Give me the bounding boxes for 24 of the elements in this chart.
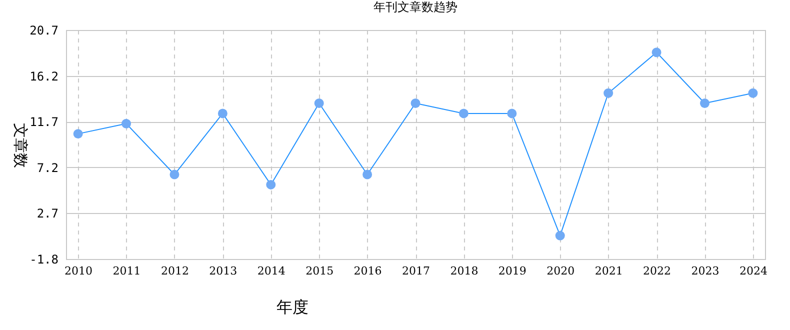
x-tick-label: 2024	[739, 264, 768, 278]
x-axis-title: 年度	[276, 298, 308, 316]
y-tick-label: 16.2	[30, 69, 58, 84]
y-axis-title: 文章数	[12, 123, 30, 168]
x-tick-label: 2020	[546, 264, 575, 278]
x-tick-label: 2016	[354, 264, 382, 278]
x-tick-label: 2017	[402, 264, 430, 278]
x-tick-label: 2019	[498, 264, 526, 278]
y-tick-label: 7.2	[36, 160, 58, 175]
x-tick-label: 2015	[306, 264, 334, 278]
x-tick-label: 2013	[209, 264, 238, 278]
x-tick-label: 2018	[450, 264, 478, 278]
y-tick-label: 20.7	[30, 24, 58, 38]
x-tick-label: 2012	[160, 264, 189, 278]
x-tick-label: 2011	[112, 264, 141, 278]
x-tick-label: 2010	[64, 264, 93, 278]
x-tick-label: 2023	[691, 264, 720, 278]
y-tick-label: 2.7	[36, 206, 58, 221]
x-tick-label: 2014	[257, 264, 286, 278]
y-tick-label: -1.8	[30, 252, 58, 266]
y-tick-label: 11.7	[30, 115, 58, 130]
x-tick-label: 2022	[643, 264, 672, 278]
x-tick-label: 2021	[594, 264, 623, 278]
chart-title: 年刊文章数趋势	[374, 0, 458, 14]
